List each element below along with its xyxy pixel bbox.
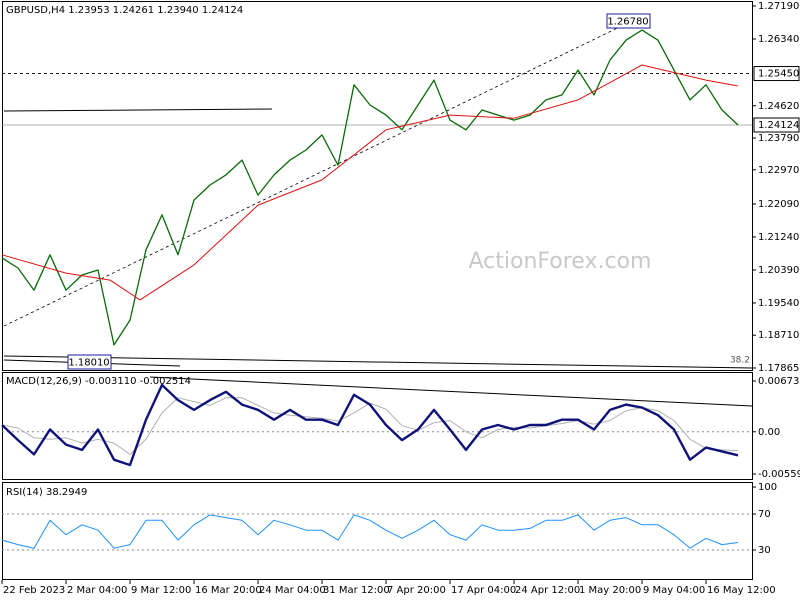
y-tick-label: 1.18710 [758,330,799,341]
y-tick-label: 1.17865 [758,363,799,374]
macd-title: MACD(12,26,9) -0.003110 -0.002514 [6,376,191,387]
series-line [1,64,739,301]
annotation: 1.18010 [68,358,109,369]
y-tick-label: 1.26340 [758,34,799,45]
x-tick-label: 7 Apr 20:00 [387,585,446,596]
series-line [1,29,739,346]
y-tick-label: 1.19540 [758,298,799,309]
level-label: 1.25450 [758,69,799,80]
y-tick-label: 70 [758,509,771,520]
x-tick-label: 16 May 12:00 [707,585,776,596]
rsi-title: RSI(14) 38.2949 [6,487,87,498]
x-tick-label: 9 Mar 12:00 [131,585,191,596]
chart-title: GBPUSD,H4 1.23953 1.24261 1.23940 1.2412… [6,5,243,16]
y-tick-label: 1.24620 [758,101,799,112]
y-tick-label: 1.21240 [758,232,799,243]
y-tick-label: 0.00 [758,427,780,438]
y-tick-label: 1.27190 [758,1,799,12]
x-tick-label: 9 May 04:00 [643,585,705,596]
rsi-panel [2,482,753,580]
macd-trend-line [149,376,753,407]
level-label-box [753,66,800,82]
series-line [1,383,739,467]
y-tick-label: 1.23790 [758,133,799,144]
x-tick-label: 31 Mar 12:00 [323,585,390,596]
y-tick-label: 1.22090 [758,199,799,210]
x-tick-label: 24 Apr 12:00 [515,585,580,596]
series-line [1,514,739,549]
x-tick-label: 24 Mar 04:00 [259,585,326,596]
annotation-box [67,354,112,370]
series-line [1,397,739,455]
fib-line [3,355,753,369]
watermark: ActionForex.com [469,249,652,274]
x-tick-label: 16 Mar 20:00 [195,585,262,596]
level-label-box [753,117,800,133]
x-tick-label: 22 Feb 2023 [3,585,65,596]
level-line [3,108,273,112]
y-tick-label: -0.005595 [758,469,800,480]
x-tick-label: 17 Apr 04:00 [451,585,516,596]
x-tick-label: 1 May 20:00 [579,585,641,596]
level-label: 1.24124 [758,120,799,131]
price-panel [2,1,753,371]
annotation-box [606,13,651,29]
x-tick-label: 2 Mar 04:00 [67,585,127,596]
y-tick-label: 0.006731 [758,376,800,387]
y-tick-label: 30 [758,545,771,556]
annotation: 1.26780 [607,17,648,28]
y-tick-label: 100 [758,482,777,493]
y-tick-label: 1.22970 [758,165,799,176]
y-tick-label: 1.20390 [758,265,799,276]
annotation: 38.2 [730,356,750,366]
